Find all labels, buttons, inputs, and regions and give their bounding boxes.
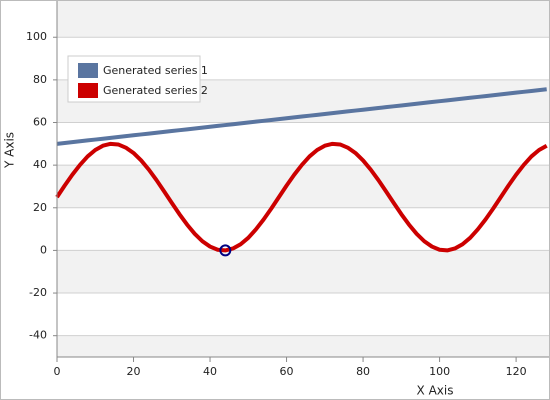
plot-band	[57, 335, 549, 357]
plot-band	[57, 122, 549, 166]
legend-swatch	[78, 63, 98, 78]
plot-band	[57, 207, 549, 251]
series	[55, 87, 548, 257]
x-tick-label: 100	[429, 365, 450, 378]
plot-band	[57, 293, 549, 336]
x-tick-label: 20	[127, 365, 141, 378]
x-axis-title: X Axis	[417, 384, 454, 398]
y-tick-label: -40	[29, 329, 47, 342]
y-tick-label: 0	[40, 243, 47, 256]
plot-band	[57, 165, 549, 208]
axes: -40 -20 0 20 40 60 80 100 0 20 40 60 80 100 120	[26, 1, 549, 378]
legend: Generated series 1 Generated series 2	[67, 55, 208, 103]
highlight-marker	[219, 244, 232, 257]
series-line	[56, 87, 547, 146]
x-tick-label: 0	[54, 365, 61, 378]
x-tick-label: 60	[280, 365, 294, 378]
y-tick-label: -20	[29, 286, 47, 299]
y-tick-label: 40	[33, 158, 47, 171]
series-line	[55, 141, 548, 253]
y-axis-title: Y Axis	[3, 132, 17, 169]
legend-swatch	[78, 83, 98, 98]
legend-label: Generated series 2	[103, 84, 208, 97]
plot-background	[57, 1, 549, 357]
plot-band	[57, 250, 549, 294]
y-tick-label: 80	[33, 73, 47, 86]
y-tick-label: 100	[26, 30, 47, 43]
plot-band	[57, 1, 549, 38]
y-tick-label: 20	[33, 201, 47, 214]
x-tick-label: 120	[506, 365, 527, 378]
legend-label: Generated series 1	[103, 64, 208, 77]
x-tick-label: 40	[203, 365, 217, 378]
y-tick-label: 60	[33, 116, 47, 129]
x-tick-label: 80	[356, 365, 370, 378]
